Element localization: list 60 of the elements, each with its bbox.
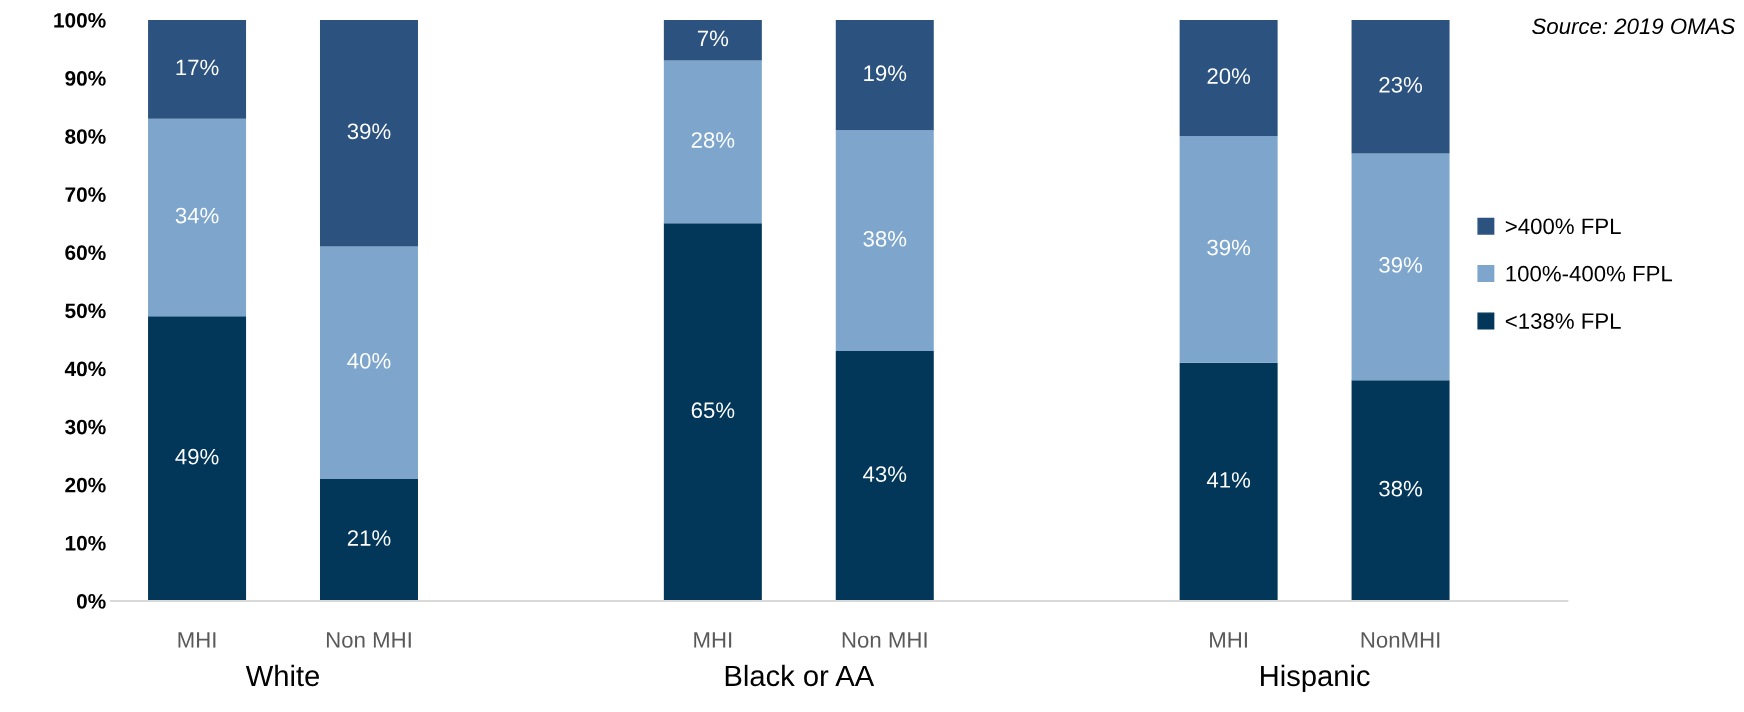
bar <box>148 316 247 601</box>
annotation: Source: 2019 OMAS <box>1532 18 1736 35</box>
y-tick-label: 20% <box>65 477 106 493</box>
x-tick-label: Non MHI <box>326 632 411 648</box>
y-tick-label: 50% <box>65 303 106 319</box>
y-tick-label: 100% <box>54 12 106 28</box>
data-label: 65% <box>691 402 735 419</box>
bar <box>835 130 934 352</box>
y-tick-label: 70% <box>65 187 106 202</box>
legend-label: >400% FPL <box>1505 218 1621 235</box>
x-tick-label: MHI <box>694 632 732 648</box>
y-tick-label: 30% <box>65 419 106 435</box>
x-tick-label: MHI <box>178 632 216 648</box>
bar <box>148 19 247 119</box>
bar <box>319 478 418 601</box>
data-label: 49% <box>175 448 219 465</box>
data-label: 28% <box>691 132 735 148</box>
bar <box>319 246 418 479</box>
bar <box>1351 380 1450 601</box>
x-tick-label: MHI <box>1210 632 1247 648</box>
bar <box>835 19 934 131</box>
data-label: 43% <box>863 466 907 482</box>
bar <box>663 19 762 61</box>
data-label: 39% <box>347 123 391 140</box>
data-label: 34% <box>175 207 219 224</box>
y-tick-label: 60% <box>65 245 106 261</box>
y-tick-label: 90% <box>65 71 106 86</box>
data-label: 38% <box>863 230 907 247</box>
data-label: 40% <box>347 352 391 369</box>
data-label: 7% <box>697 30 729 47</box>
data-label: 21% <box>347 530 391 546</box>
data-label: 39% <box>1379 257 1423 273</box>
x-tick-label: Non MHI <box>842 632 927 648</box>
bar <box>1351 19 1450 154</box>
bar <box>148 118 247 317</box>
data-label: 19% <box>864 65 907 82</box>
legend-label: <138% FPL <box>1505 313 1621 329</box>
text: White <box>245 664 319 687</box>
bar <box>1179 19 1278 137</box>
y-tick-label: 40% <box>64 361 106 377</box>
data-label: 23% <box>1379 76 1423 93</box>
x-tick-label: NonMHI <box>1361 632 1440 648</box>
bar <box>1179 136 1278 363</box>
data-label: 38% <box>1379 480 1423 497</box>
text: Black or AA <box>725 664 875 687</box>
data-label: 41% <box>1206 472 1251 488</box>
data-label: 17% <box>176 59 219 76</box>
bar <box>663 60 762 224</box>
bar <box>835 351 934 601</box>
y-tick-label: 0% <box>76 593 106 609</box>
data-label: 20% <box>1207 68 1251 84</box>
y-tick-label: 80% <box>65 129 106 144</box>
data-label: 39% <box>1207 239 1251 256</box>
bar <box>663 223 762 601</box>
y-tick-label: 10% <box>65 535 106 551</box>
bar <box>1351 153 1450 381</box>
bar <box>1179 362 1278 601</box>
legend-label: 100%-400% FPL <box>1506 265 1673 282</box>
text: Hispanic <box>1261 664 1370 693</box>
bar <box>319 19 418 247</box>
